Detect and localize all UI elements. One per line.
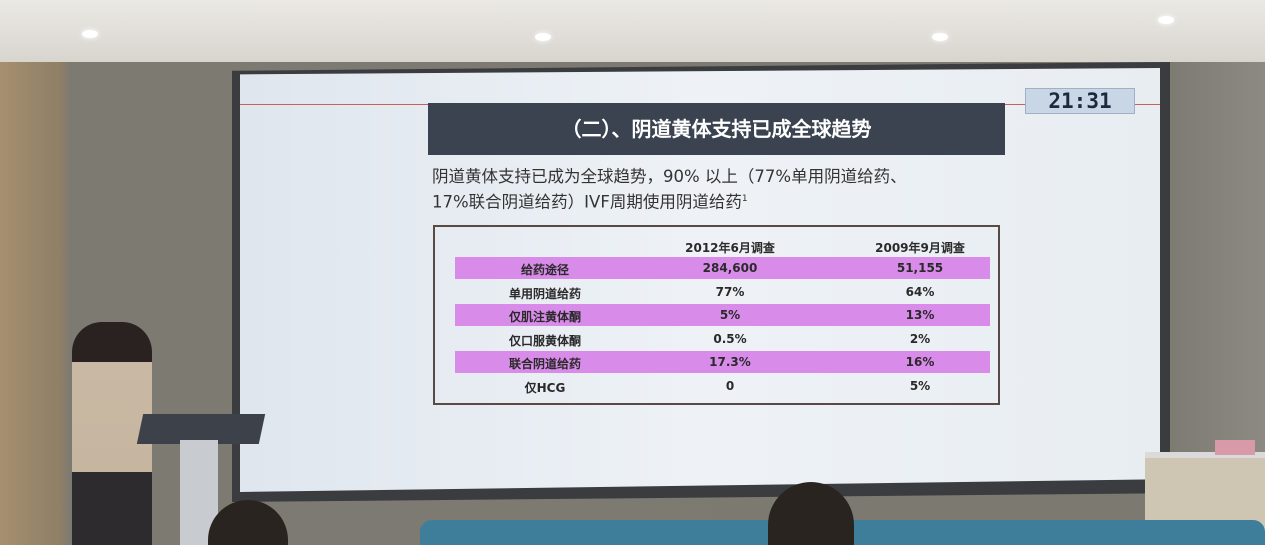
slide-title: （二）、阴道黄体支持已成全球趋势	[428, 103, 1005, 155]
row-label: 联合阴道给药	[508, 357, 581, 371]
value-2012: 284,600	[702, 261, 758, 275]
header-2012: 2012年6月调查	[685, 241, 775, 255]
table-row: 单用阴道给药 77% 64%	[455, 281, 990, 303]
row-label: 仅HCG	[524, 380, 566, 395]
value-2009: 5%	[909, 378, 931, 393]
timer: 21:31	[1025, 88, 1135, 114]
row-label: 单用阴道给药	[508, 286, 581, 301]
row-label: 给药途径	[520, 263, 569, 277]
value-2012: 0	[725, 378, 735, 393]
value-2009: 51,155	[896, 261, 944, 275]
value-2009: 13%	[905, 308, 935, 322]
name-plate	[1215, 440, 1255, 455]
footnote-ref: 1	[741, 194, 748, 204]
lead-line-2: 17%联合阴道给药）IVF周期使用阴道给药	[432, 192, 742, 212]
value-2012: 0.5%	[713, 331, 747, 346]
ceiling	[0, 0, 1265, 62]
ceiling-light	[932, 33, 948, 41]
ceiling-light	[535, 33, 551, 41]
table-row: 联合阴道给药 17.3% 16%	[455, 351, 990, 373]
table-row: 仅肌注黄体酮 5% 13%	[455, 304, 990, 326]
row-label: 仅肌注黄体酮	[508, 310, 581, 324]
audience-head	[768, 482, 854, 545]
table-header: 2012年6月调查 2009年9月调查	[455, 235, 990, 257]
lead-text: 阴道黄体支持已成为全球趋势，90% 以上（77%单用阴道给药、 17%联合阴道给…	[432, 166, 1032, 214]
lead-line-1: 阴道黄体支持已成为全球趋势，90% 以上（77%单用阴道给药、	[432, 167, 907, 186]
value-2012: 17.3%	[709, 355, 751, 369]
ceiling-light	[1158, 16, 1174, 24]
row-label: 仅口服黄体酮	[508, 333, 581, 348]
data-table: 2012年6月调查 2009年9月调查 给药途径 284,600 51,155 单用阴…	[433, 225, 1000, 405]
projected-slide: 21:31 （二）、阴道黄体支持已成全球趋势 阴道黄体支持已成为全球趋势，90%…	[240, 68, 1160, 492]
value-2009: 16%	[905, 355, 935, 369]
value-2009: 2%	[909, 331, 931, 346]
value-2009: 64%	[905, 284, 935, 299]
ceiling-light	[82, 30, 98, 38]
table-row: 给药途径 284,600 51,155	[455, 257, 990, 279]
header-2009: 2009年9月调查	[875, 241, 965, 255]
value-2012: 5%	[719, 308, 741, 322]
table-row: 仅口服黄体酮 0.5% 2%	[455, 328, 990, 350]
value-2012: 77%	[715, 284, 745, 299]
table-row: 仅HCG 0 5%	[455, 375, 990, 397]
